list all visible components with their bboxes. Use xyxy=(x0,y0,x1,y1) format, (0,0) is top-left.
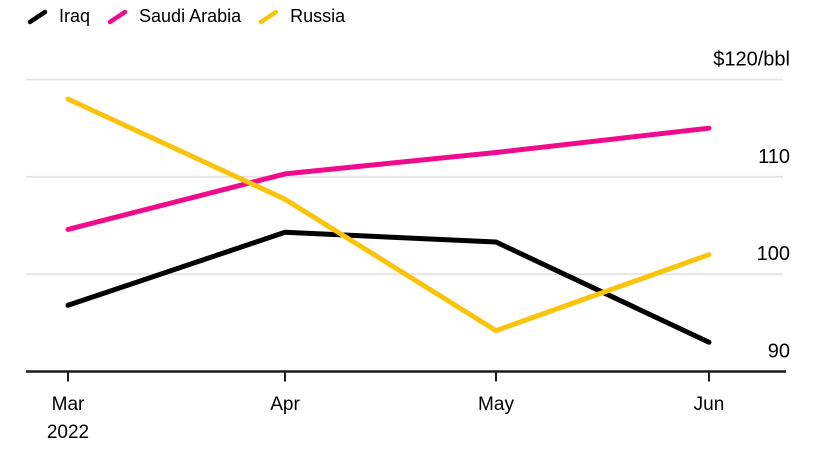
x-axis-label-mar: Mar xyxy=(52,394,85,415)
x-axis-label-apr: Apr xyxy=(270,394,300,415)
series-line-russia xyxy=(65,96,712,334)
legend-label-russia: Russia xyxy=(290,6,346,26)
legend-item-russia: Russia xyxy=(258,6,345,27)
y-axis-label-90: 90 xyxy=(768,341,790,363)
line-swatch-icon xyxy=(258,9,279,24)
line-swatch-icon xyxy=(27,9,48,24)
x-axis-label-may: May xyxy=(478,394,514,415)
legend-label-iraq: Iraq xyxy=(59,6,91,26)
series-line-saudi-arabia xyxy=(65,125,712,232)
x-axis-label-jun: Jun xyxy=(694,394,725,415)
line-swatch-stroke xyxy=(258,9,279,24)
legend-label-saudi-arabia: Saudi Arabia xyxy=(139,6,242,26)
line-swatch-stroke xyxy=(27,9,48,24)
y-axis-label-120: $120/bbl xyxy=(713,49,790,71)
line-swatch-icon xyxy=(107,9,128,24)
x-axis-label-2022: 2022 xyxy=(47,422,89,443)
legend-item-iraq: Iraq xyxy=(27,6,90,27)
chart-legend: Iraq Saudi Arabia Russia xyxy=(27,6,345,27)
y-axis-label-110: 110 xyxy=(758,146,790,168)
y-axis-label-100: 100 xyxy=(757,243,790,265)
legend-item-saudi-arabia: Saudi Arabia xyxy=(107,6,241,27)
line-swatch-stroke xyxy=(107,9,128,24)
